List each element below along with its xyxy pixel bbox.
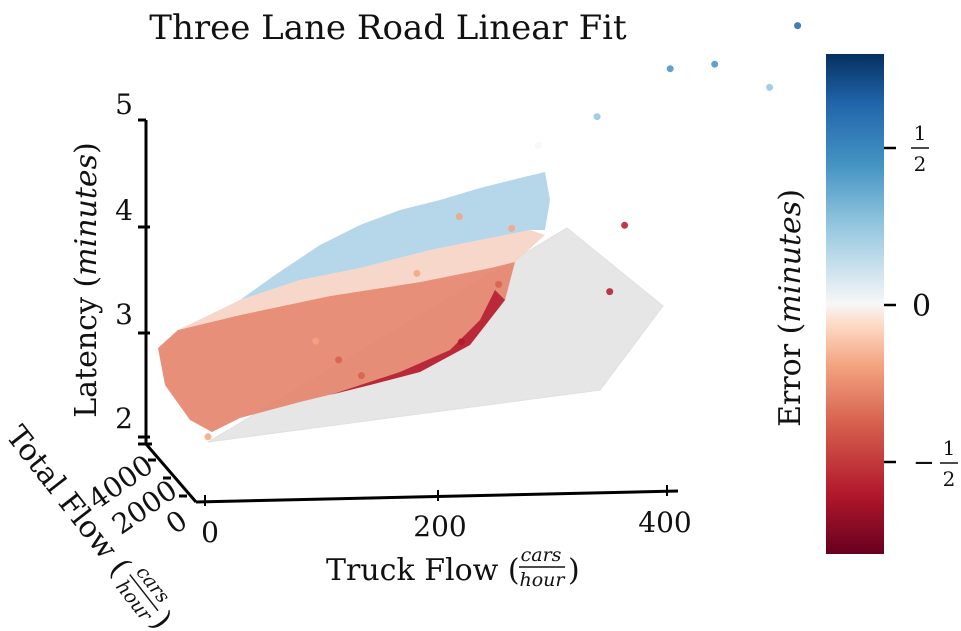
scatter-point (204, 433, 212, 441)
scatter-point (794, 22, 802, 30)
z-axis-label: Latency (minutes) (69, 142, 104, 418)
scatter-point (413, 269, 421, 277)
x-tick-label: 400 (638, 506, 691, 539)
cloud-red-region (158, 262, 515, 432)
svg-text:2: 2 (943, 467, 956, 491)
z-tick-label: 5 (115, 88, 133, 121)
svg-text:Truck Flow (: Truck Flow ( (326, 553, 520, 588)
chart-title: Three Lane Road Linear Fit (149, 8, 627, 48)
svg-text:): ) (568, 553, 580, 588)
svg-text:−: − (913, 448, 935, 478)
svg-text:1: 1 (943, 436, 956, 460)
scatter-point (621, 221, 629, 229)
cloud-transition-region (178, 230, 545, 330)
colorbar-tick-label-positive: 1 2 (911, 121, 929, 176)
scatter-point (455, 213, 463, 221)
colorbar: 1 2 0 − 1 2 Error (minutes) (773, 54, 958, 554)
cloud-dark-red-region (330, 290, 505, 395)
scatter-point (534, 141, 542, 149)
x-tick-label: 200 (413, 510, 466, 543)
z-tick-label: 4 (115, 194, 133, 227)
colorbar-tick-label-negative: − 1 2 (913, 436, 958, 491)
scatter-point (766, 83, 774, 91)
x-tick-label: 0 (201, 516, 219, 549)
colorbar-label: Error (minutes) (773, 189, 808, 427)
svg-text:1: 1 (914, 121, 927, 145)
svg-text:2: 2 (914, 152, 927, 176)
x-unit-numerator: cars (521, 544, 562, 566)
scatter-point (358, 372, 365, 380)
x-axis (195, 485, 679, 506)
y-axis (144, 443, 198, 503)
scatter-point (666, 65, 674, 73)
cloud-blue-region (240, 172, 550, 300)
z-tick-label: 3 (115, 298, 133, 331)
scatter-point (457, 338, 465, 346)
colorbar-gradient (826, 54, 884, 554)
z-axis (138, 118, 152, 446)
scatter-point (508, 224, 516, 232)
point-cloud (158, 22, 802, 441)
scatter-point (335, 356, 343, 364)
scatter-point (711, 60, 719, 68)
x-axis-label: Truck Flow ( cars hour ) (326, 544, 580, 591)
cloud-dots (204, 22, 802, 441)
scatter-point (606, 288, 614, 296)
scatter-point (495, 280, 503, 288)
scatter-point (312, 337, 320, 345)
colorbar-tick-label-zero: 0 (912, 289, 931, 324)
z-tick-label: 2 (115, 402, 133, 435)
y-axis-label: Total Flow ( cars hour ) (0, 419, 179, 631)
x-unit-denominator: hour (520, 569, 567, 591)
scatter-point (593, 113, 601, 121)
